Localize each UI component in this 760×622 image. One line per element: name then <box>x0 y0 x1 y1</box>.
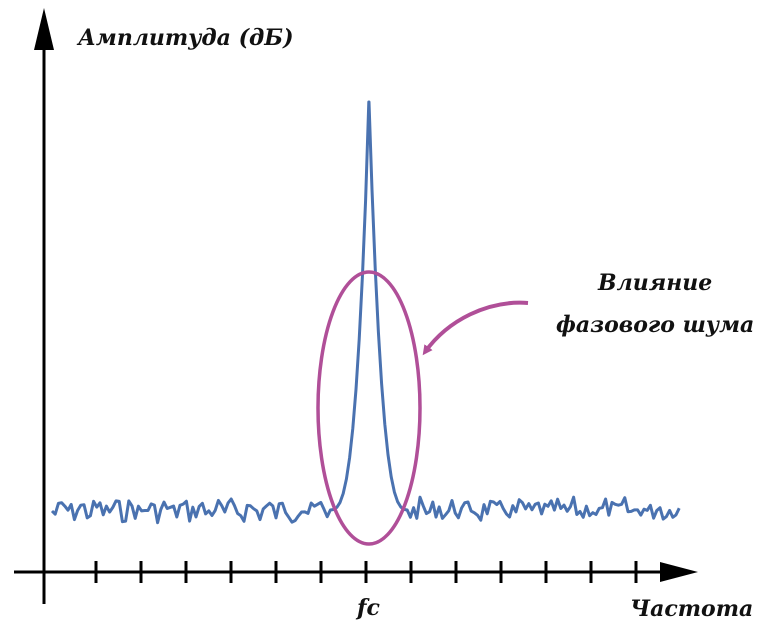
x-axis-ticks <box>94 561 638 583</box>
y-axis-arrow <box>34 8 54 50</box>
annotation-line-1: Влияние <box>598 270 713 296</box>
x-axis-arrow <box>660 562 698 582</box>
annotation-line-2: фазового шума <box>556 312 755 338</box>
y-axis-label: Амплитуда (дБ) <box>78 25 294 51</box>
signal-spectrum-line <box>50 100 681 525</box>
x-axis-label: Частота <box>630 596 754 622</box>
annotation-arrow <box>422 300 529 356</box>
phase-noise-ellipse <box>316 270 422 546</box>
carrier-frequency-label: fc <box>357 595 380 621</box>
